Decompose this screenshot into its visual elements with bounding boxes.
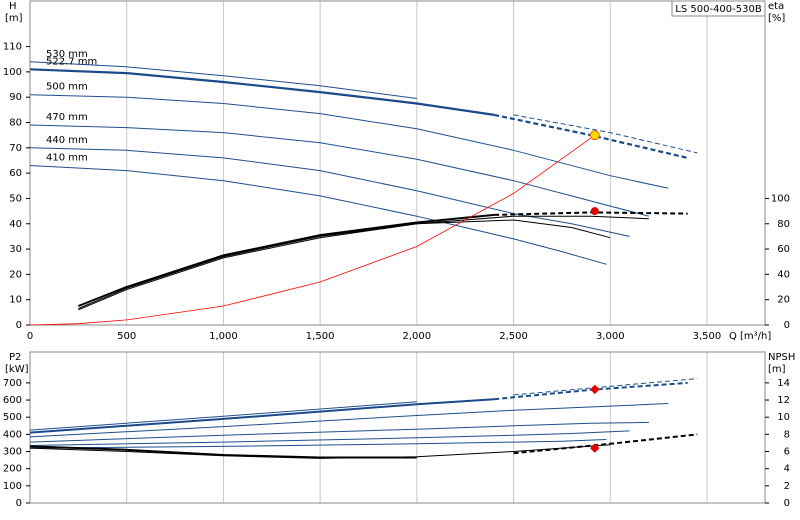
operating-point (589, 130, 600, 141)
curve (29, 439, 607, 449)
curve (494, 211, 688, 216)
curve-label: 522.7 mm (46, 56, 97, 67)
y2-tick-label: 100 (771, 193, 790, 204)
x-tick-label: 500 (117, 331, 136, 342)
y2-tick-label: 14 (777, 378, 790, 389)
curve (78, 219, 611, 309)
curve (513, 378, 698, 396)
y2-tick-label: 10 (777, 412, 790, 423)
y-tick-label: 200 (3, 464, 22, 475)
curve (29, 124, 650, 217)
curve (29, 94, 669, 189)
y-tick-label: 300 (3, 447, 22, 458)
curve (513, 433, 698, 455)
curve (29, 134, 596, 326)
y2-tick-label: 40 (777, 269, 790, 280)
curve-label: 500 mm (46, 82, 88, 93)
operating-point (590, 443, 600, 453)
x-tick-label: 1,500 (306, 331, 335, 342)
y-tick-label: 90 (9, 92, 22, 103)
x-tick-label: 3,500 (693, 331, 722, 342)
y2-axis-label: eta (768, 1, 784, 12)
operating-point (590, 384, 600, 395)
y-tick-label: 700 (3, 378, 22, 389)
plot-frame (29, 0, 766, 326)
y-tick-label: 500 (3, 412, 22, 423)
y-tick-label: 20 (9, 269, 22, 280)
curve (29, 68, 495, 116)
y2-tick-label: 2 (784, 481, 790, 492)
curve (29, 147, 630, 237)
y2-axis-unit: [%] (768, 13, 785, 24)
y-tick-label: 40 (9, 219, 22, 230)
y-tick-label: 110 (3, 42, 22, 53)
x-tick-label: 2,000 (403, 331, 432, 342)
y-tick-label: 0 (16, 320, 22, 331)
curve (78, 213, 495, 307)
y-tick-label: 60 (9, 168, 22, 179)
curve-label: 410 mm (46, 153, 88, 164)
y2-tick-label: 20 (777, 295, 790, 306)
y2-tick-label: 12 (777, 395, 790, 406)
curve (494, 381, 688, 401)
curve (29, 403, 669, 438)
chart-title: LS 500-400-530B (675, 4, 762, 15)
y-tick-label: 10 (9, 295, 22, 306)
y-axis-unit: [kW] (5, 364, 29, 375)
curve (513, 114, 698, 154)
plot-frame (29, 351, 766, 504)
curve-label: 530 mm (46, 49, 88, 60)
y-tick-label: 70 (9, 143, 22, 154)
x-tick-label: 3,000 (596, 331, 625, 342)
y-tick-label: 100 (3, 67, 22, 78)
y-axis-label: H (9, 1, 17, 12)
y2-tick-label: 0 (784, 498, 790, 509)
x-tick-label: 2,500 (499, 331, 528, 342)
curve-label: 470 mm (46, 112, 88, 123)
y-tick-label: 100 (3, 481, 22, 492)
y2-axis-label: NPSH (768, 352, 795, 363)
curve (29, 61, 417, 99)
y-axis-unit: [m] (5, 13, 23, 24)
y-tick-label: 50 (9, 193, 22, 204)
curve (29, 165, 607, 265)
y2-axis-unit: [m] (768, 364, 786, 375)
curve (29, 430, 630, 446)
operating-point (590, 207, 599, 216)
x-tick-label: 0 (27, 331, 33, 342)
y-tick-label: 600 (3, 395, 22, 406)
y-tick-label: 400 (3, 429, 22, 440)
curve (29, 444, 611, 459)
title-box (671, 0, 766, 17)
y-tick-label: 0 (16, 498, 22, 509)
curve (29, 421, 649, 443)
y2-tick-label: 6 (784, 447, 790, 458)
x-axis-label: Q [m³/h] (729, 331, 771, 342)
y2-tick-label: 80 (777, 219, 790, 230)
y2-tick-label: 0 (784, 320, 790, 331)
y2-tick-label: 8 (784, 429, 790, 440)
y2-tick-label: 4 (784, 464, 790, 475)
x-tick-label: 1,000 (209, 331, 238, 342)
curve (29, 398, 495, 434)
y-tick-label: 80 (9, 118, 22, 129)
curve-label: 440 mm (46, 135, 88, 146)
y2-tick-label: 60 (777, 244, 790, 255)
y-axis-label: P2 (9, 352, 21, 363)
y-tick-label: 30 (9, 244, 22, 255)
curve (78, 215, 649, 311)
curve (29, 401, 417, 431)
